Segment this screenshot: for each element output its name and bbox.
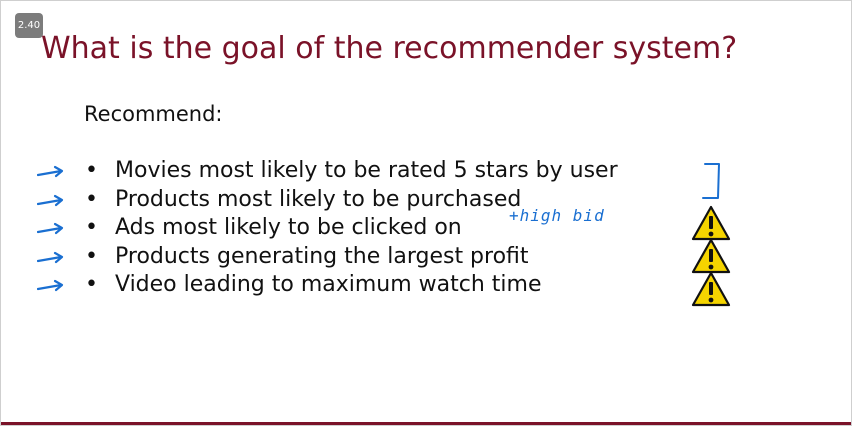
bullet-text: Products most likely to be purchased [115, 186, 522, 212]
arrow-right-icon [37, 279, 64, 292]
arrow-right-icon [37, 251, 64, 263]
bracket-icon [702, 163, 720, 199]
bullet-text: Products generating the largest profit [115, 243, 529, 269]
bullet-dot: • [85, 186, 98, 212]
footer-bar [1, 422, 851, 425]
list-item: • Video leading to maximum watch time [1, 271, 661, 300]
bullet-dot: • [85, 158, 98, 183]
slide-title: What is the goal of the recommender syst… [41, 31, 738, 66]
warning-icon [691, 205, 731, 241]
list-item: • Ads most likely to be clicked on [1, 214, 661, 243]
bullet-text: Video leading to maximum watch time [115, 272, 542, 297]
bullet-dot: • [85, 243, 98, 269]
bullet-list: • Movies most likely to be rated 5 stars… [1, 157, 661, 300]
bullet-text: Ads most likely to be clicked on [115, 215, 462, 240]
handwritten-annotation: +high bid [509, 206, 605, 225]
bullet-dot: • [85, 272, 98, 297]
bullet-dot: • [85, 215, 98, 240]
warning-icon [691, 238, 731, 274]
bullet-text: Movies most likely to be rated 5 stars b… [115, 158, 618, 183]
list-item: • Products most likely to be purchased [1, 186, 661, 215]
timestamp-badge: 2.40 [15, 13, 43, 38]
subheading: Recommend: [84, 102, 223, 126]
arrow-right-icon [37, 165, 64, 178]
list-item: • Movies most likely to be rated 5 stars… [1, 157, 661, 186]
list-item: • Products generating the largest profit [1, 243, 661, 272]
arrow-right-icon [37, 222, 64, 235]
arrow-right-icon [37, 194, 64, 206]
warning-icon [691, 271, 731, 307]
